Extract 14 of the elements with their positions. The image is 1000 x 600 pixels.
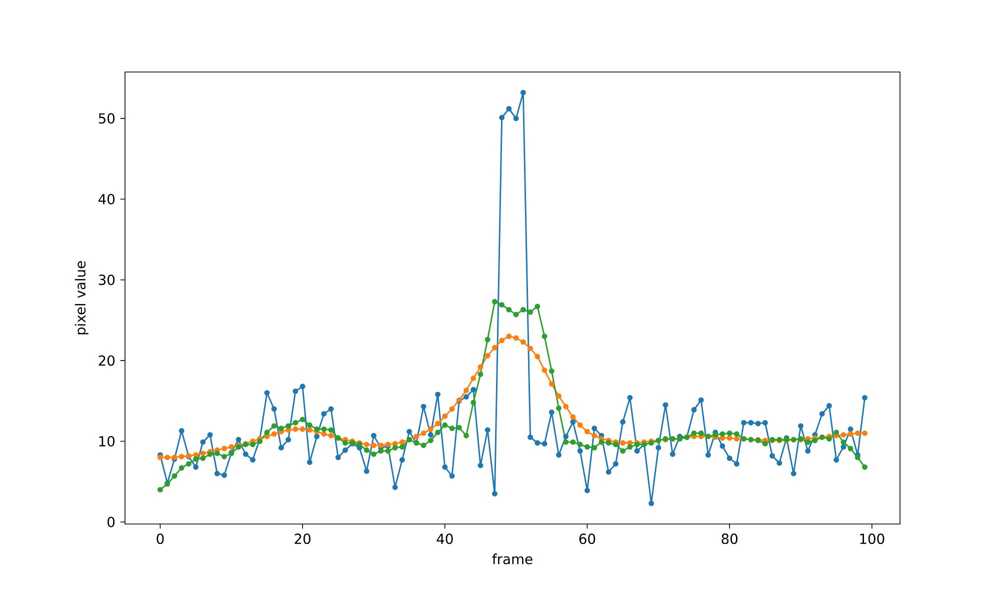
y-tick-label: 10 [99,436,115,447]
x-tick-label: 0 [156,534,164,544]
y-axis-title: pixel value [74,261,88,334]
y-tick-label: 50 [98,113,115,124]
y-tick-label: 20 [98,355,115,366]
y-tick-label: 30 [98,274,115,286]
x-tick-label: 100 [860,534,884,544]
x-tick-label: 80 [722,534,738,544]
x-axis-title: frame [492,554,532,564]
x-tick-label: 40 [436,534,453,544]
x-tick-label: 20 [294,534,310,544]
y-tick-label: 40 [98,194,115,204]
x-tick-label: 60 [579,534,596,544]
y-tick-label: 0 [108,516,115,528]
